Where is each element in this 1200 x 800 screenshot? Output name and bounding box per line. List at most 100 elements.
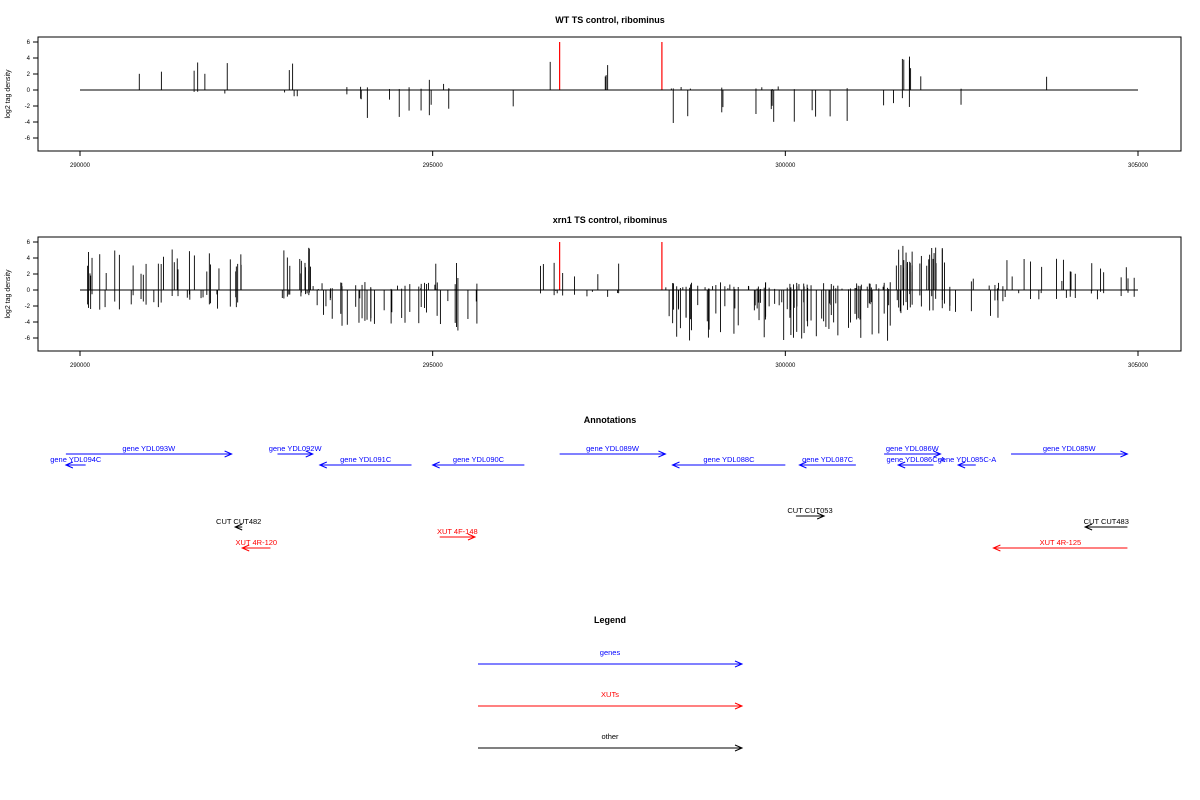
feature-arrowhead [933, 450, 942, 458]
feature-arrowhead [1120, 450, 1129, 458]
annotation-feature: gene YDL094C [50, 455, 102, 469]
density-bars [138, 56, 1048, 123]
annotation-feature: XUT 4F-148 [437, 527, 478, 541]
annotation-label: gene YDL093W [122, 444, 176, 453]
annotation-feature: CUT CUT053 [787, 506, 833, 520]
highlight-bars [559, 42, 663, 90]
annotation-label: gene YDL091C [340, 455, 392, 464]
plot-frame [37, 236, 1182, 352]
y-ticks: 6 4 2 0 -2 -4 -6 [25, 40, 38, 142]
feature-arrowhead [305, 450, 315, 458]
annotation-label: gene YDL094C [50, 455, 102, 464]
y-tick-label: 2 [27, 272, 31, 278]
legend-item: genes [478, 648, 744, 668]
annotation-feature: CUT CUT482 [216, 517, 261, 531]
legend-items: genes XUTs other [478, 648, 744, 752]
annotations-title: Annotations [584, 415, 637, 425]
feature-arrowhead [734, 660, 744, 668]
y-tick-label: -6 [25, 136, 31, 142]
x-tick-label: 305000 [1128, 163, 1149, 169]
feature-arrowhead [64, 461, 74, 469]
annotation-label: CUT CUT053 [787, 506, 832, 515]
y-tick-label: 0 [27, 288, 31, 294]
y-tick-label: 0 [27, 88, 31, 94]
feature-arrowhead [1083, 523, 1093, 531]
x-ticks: 290000 295000 300000 305000 [70, 351, 1149, 369]
feature-arrowhead [431, 461, 440, 469]
y-tick-label: -2 [25, 304, 31, 310]
y-tick-label: -4 [25, 120, 31, 126]
feature-arrowhead [671, 461, 680, 469]
annotation-label: gene YDL085W [1043, 444, 1097, 453]
y-tick-label: 4 [27, 56, 31, 62]
feature-arrowhead [734, 744, 744, 752]
y-tick-label: -6 [25, 336, 31, 342]
legend-item: XUTs [478, 690, 744, 710]
annotation-feature: gene YDL093W [65, 444, 233, 458]
annotation-feature: XUT 4R-125 [992, 538, 1128, 552]
legend-label: XUTs [601, 690, 619, 699]
annotation-feature: gene YDL091C [318, 455, 412, 469]
feature-arrowhead [734, 702, 744, 710]
panel-xrn1-ts-control: xrn1 TS control, ribominus log2 tag dens… [5, 215, 1182, 369]
x-tick-label: 305000 [1128, 363, 1149, 369]
chart-title: xrn1 TS control, ribominus [553, 215, 668, 225]
feature-arrowhead [816, 512, 826, 520]
annotation-label: gene YDL086W [886, 444, 940, 453]
annotation-feature: gene YDL092W [269, 444, 323, 458]
annotation-label: CUT CUT483 [1084, 517, 1129, 526]
legend-title: Legend [594, 615, 626, 625]
annotation-feature: gene YDL085W [1011, 444, 1129, 458]
annotation-feature: gene YDL085C-A [938, 455, 997, 469]
annotation-label: CUT CUT482 [216, 517, 261, 526]
annotation-feature: CUT CUT483 [1083, 517, 1129, 531]
y-ticks: 6 4 2 0 -2 -4 -6 [25, 240, 38, 342]
annotation-label: gene YDL086C-A [886, 455, 945, 464]
legend-item: other [478, 732, 744, 752]
feature-arrowhead [233, 523, 243, 531]
x-tick-label: 290000 [70, 163, 91, 169]
feature-arrowhead [240, 544, 250, 552]
annotation-feature: gene YDL088C [671, 455, 786, 469]
y-axis-label: log2 tag density [5, 269, 12, 319]
feature-arrowhead [798, 461, 807, 469]
feature-arrowhead [318, 461, 328, 469]
panel-wt-ts-control: WT TS control, ribominus log2 tag densit… [5, 15, 1182, 169]
feature-arrowhead [467, 533, 477, 541]
x-tick-label: 295000 [423, 163, 444, 169]
annotation-label: gene YDL089W [586, 444, 640, 453]
density-bars [87, 245, 1135, 341]
annotation-label: gene YDL088C [703, 455, 755, 464]
feature-arrowhead [992, 544, 1001, 552]
annotation-label: XUT 4R-120 [236, 538, 278, 547]
annotation-feature: gene YDL086C-A [886, 455, 945, 469]
feature-arrowhead [956, 461, 966, 469]
annotation-label: XUT 4R-125 [1040, 538, 1082, 547]
annotation-label: gene YDL092W [269, 444, 323, 453]
annotation-feature: gene YDL087C [798, 455, 856, 469]
y-tick-label: -2 [25, 104, 31, 110]
x-ticks: 290000 295000 300000 305000 [70, 151, 1149, 169]
feature-arrowhead [224, 450, 233, 458]
annotation-features: gene YDL094C gene YDL093W gene YDL092W gene… [50, 444, 1129, 552]
x-tick-label: 300000 [775, 363, 796, 369]
y-tick-label: 6 [27, 240, 31, 246]
y-tick-label: 4 [27, 256, 31, 262]
annotation-label: XUT 4F-148 [437, 527, 478, 536]
chart-title: WT TS control, ribominus [555, 15, 665, 25]
feature-arrowhead [658, 450, 667, 458]
annotation-label: gene YDL085C-A [938, 455, 997, 464]
feature-arrowhead [896, 461, 906, 469]
highlight-bars [559, 242, 663, 290]
annotation-feature: gene YDL090C [431, 455, 525, 469]
x-tick-label: 290000 [70, 363, 91, 369]
annotation-label: gene YDL087C [802, 455, 854, 464]
annotation-label: gene YDL090C [453, 455, 505, 464]
annotation-feature: XUT 4R-120 [236, 538, 278, 552]
y-tick-label: 2 [27, 72, 31, 78]
legend: Legend genes XUTs other [478, 615, 744, 752]
plot-frame [37, 36, 1182, 152]
y-tick-label: -4 [25, 320, 31, 326]
